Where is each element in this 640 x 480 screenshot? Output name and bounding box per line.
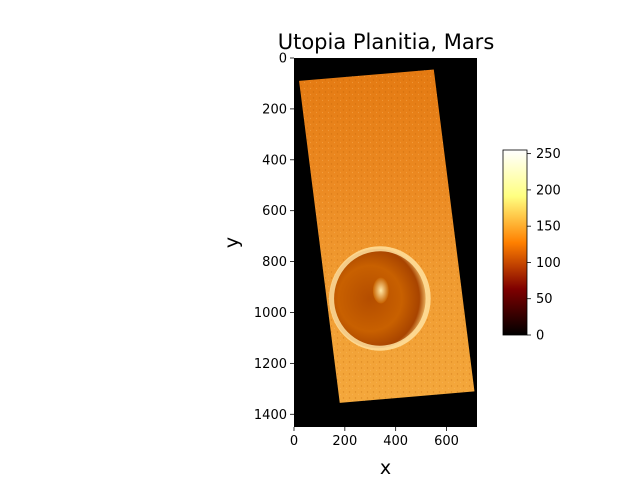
- x-tick-label-0: 0: [290, 434, 298, 449]
- y-tick-label-1: 200: [262, 102, 287, 117]
- colorbar: 0 50 100 150 200 250: [502, 147, 561, 344]
- crater-rim: [329, 246, 431, 351]
- colorbar-tick-label-1: 50: [536, 292, 553, 307]
- colorbar-ticks: 0 50 100 150 200 250: [527, 147, 561, 344]
- y-tick-label-0: 0: [279, 52, 287, 67]
- y-tick-label-5: 1000: [254, 306, 287, 321]
- colorbar-tick-label-0: 0: [536, 329, 544, 344]
- y-tick-label-7: 1400: [254, 408, 287, 423]
- colorbar-tick-label-3: 150: [536, 220, 561, 235]
- x-axis: 0 200 400 600: [290, 427, 459, 449]
- y-axis: 0 200 400 600 800 1000 1200 1400: [254, 52, 294, 423]
- colorbar-tick-label-2: 100: [536, 256, 561, 271]
- colorbar-tick-label-4: 200: [536, 183, 561, 198]
- colorbar-tick-label-5: 250: [536, 147, 561, 162]
- y-tick-label-6: 1200: [254, 357, 287, 372]
- y-tick-label-3: 600: [262, 204, 287, 219]
- x-tick-label-1: 200: [332, 434, 357, 449]
- x-axis-label: x: [380, 457, 391, 479]
- chart-title: Utopia Planitia, Mars: [278, 30, 495, 54]
- y-tick-label-2: 400: [262, 153, 287, 168]
- plot-area: [294, 58, 477, 427]
- x-tick-label-3: 600: [434, 434, 459, 449]
- colorbar-gradient: [502, 149, 528, 336]
- y-tick-label-4: 800: [262, 255, 287, 270]
- x-tick-label-2: 400: [383, 434, 408, 449]
- y-axis-label: y: [221, 237, 243, 248]
- crater-central-peak: [372, 277, 389, 304]
